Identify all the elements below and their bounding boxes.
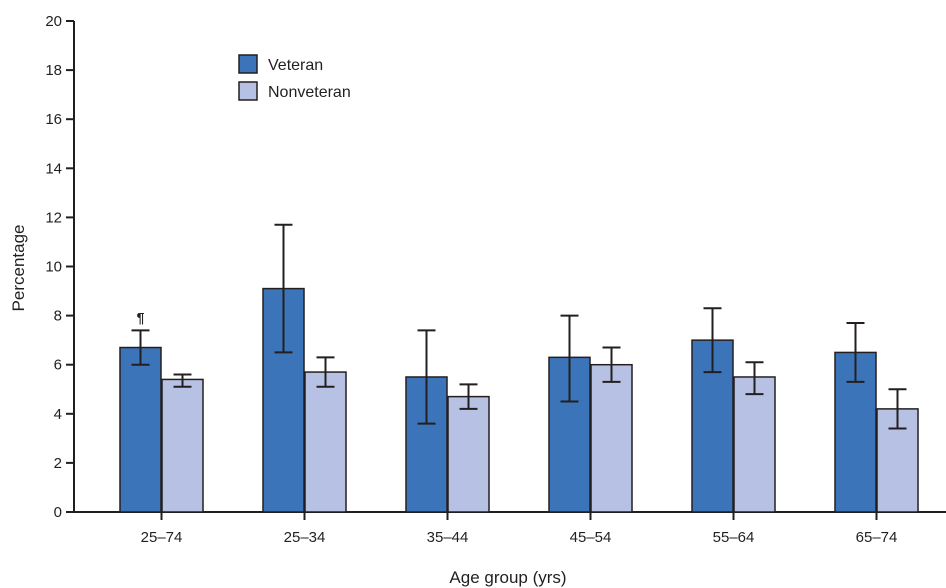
- legend-label-veteran: Veteran: [268, 57, 323, 74]
- x-tick-label: 65–74: [856, 529, 898, 546]
- y-tick-label: 6: [54, 357, 62, 374]
- x-tick-label: 25–74: [141, 529, 183, 546]
- x-tick-label: 55–64: [713, 529, 755, 546]
- annotation-mark: ¶: [137, 309, 145, 325]
- y-tick-label: 14: [45, 160, 62, 177]
- bar-nonveteran-4: [733, 376, 776, 513]
- bar-nonveteran-2: [447, 395, 490, 513]
- y-axis-title: Percentage: [9, 225, 28, 312]
- y-tick-label: 4: [54, 406, 62, 423]
- legend-label-nonveteran: Nonveteran: [268, 84, 351, 101]
- x-tick-label: 45–54: [570, 529, 612, 546]
- y-tick-label: 12: [45, 209, 62, 226]
- x-axis: 25–74 25–34 35–44 45–54 55–64 65–74: [74, 511, 946, 546]
- y-tick-label: 10: [45, 259, 62, 276]
- legend-swatch-nonveteran: [238, 81, 258, 101]
- x-axis-title: Age group (yrs): [449, 568, 566, 587]
- bar-nonveteran-1: [304, 371, 347, 513]
- legend-swatch-veteran: [238, 54, 258, 74]
- legend: Veteran Nonveteran: [238, 54, 351, 101]
- x-tick-label: 35–44: [427, 529, 469, 546]
- bar-veteran-0: [119, 346, 162, 513]
- annotations: ¶: [137, 309, 145, 325]
- error-bars: [131, 223, 907, 430]
- x-tick-label: 25–34: [284, 529, 326, 546]
- y-tick-label: 16: [45, 111, 62, 128]
- bar-nonveteran-3: [590, 363, 633, 513]
- y-tick-label: 0: [54, 504, 62, 521]
- bars: [119, 287, 919, 513]
- y-tick-label: 20: [45, 13, 62, 30]
- y-tick-label: 18: [45, 62, 62, 79]
- bar-nonveteran-0: [161, 378, 204, 513]
- y-axis: 0 2 4 6 8 10 12 14 16 18 20: [45, 13, 75, 521]
- y-tick-label: 2: [54, 455, 62, 472]
- y-tick-label: 8: [54, 308, 62, 325]
